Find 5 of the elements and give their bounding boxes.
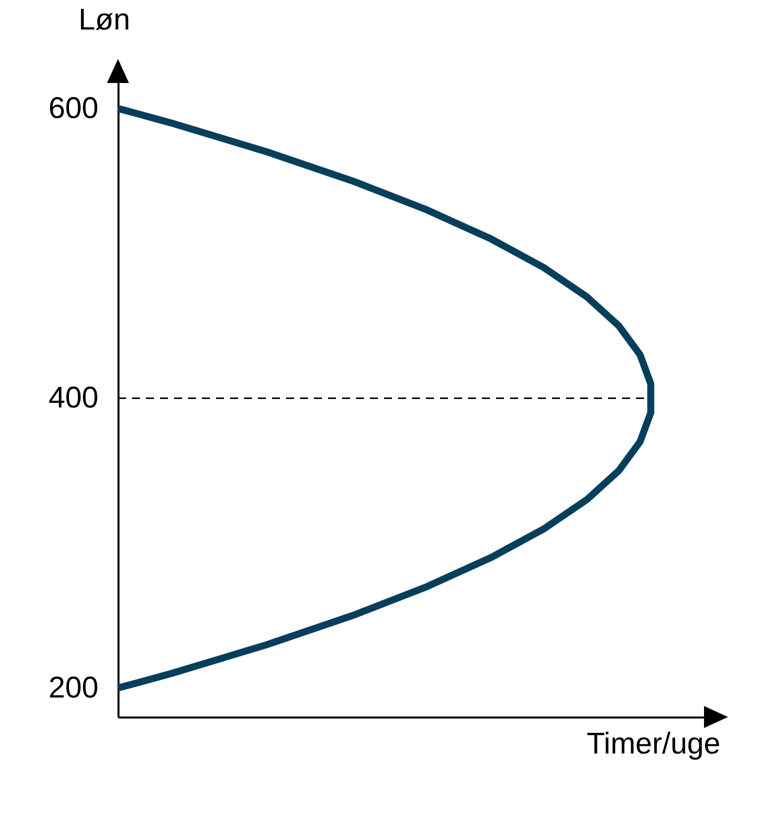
x-axis-title: Timer/uge [586, 728, 720, 760]
y-tick-label: 400 [48, 382, 98, 415]
y-tick-label: 200 [48, 672, 98, 705]
y-tick-label: 600 [48, 92, 98, 125]
y-axis-title: Løn [78, 4, 130, 36]
